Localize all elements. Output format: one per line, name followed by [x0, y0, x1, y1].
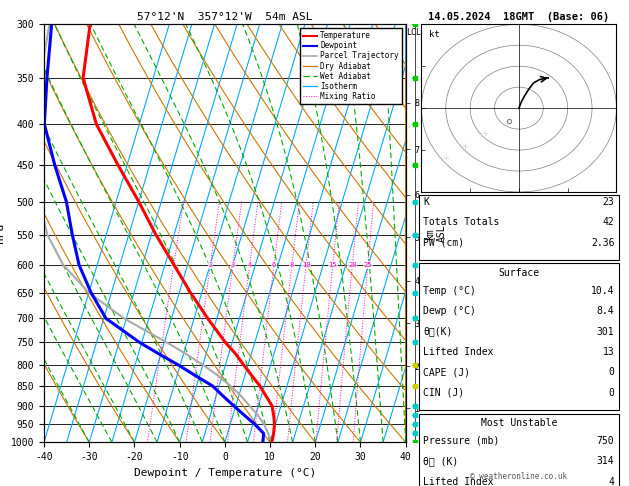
Legend: Temperature, Dewpoint, Parcel Trajectory, Dry Adiabat, Wet Adiabat, Isotherm, Mi: Temperature, Dewpoint, Parcel Trajectory…	[300, 28, 402, 104]
Text: 15: 15	[328, 262, 337, 268]
Text: 1: 1	[172, 262, 176, 268]
Text: © weatheronline.co.uk: © weatheronline.co.uk	[470, 472, 567, 481]
Text: Surface: Surface	[498, 268, 540, 278]
Text: Dewp (°C): Dewp (°C)	[423, 306, 476, 316]
Text: 20: 20	[348, 262, 357, 268]
Text: Lifted Index: Lifted Index	[423, 477, 494, 486]
Bar	[420, 263, 618, 410]
Bar	[420, 414, 618, 486]
Text: 25: 25	[364, 262, 372, 268]
Text: 6: 6	[272, 262, 276, 268]
Text: 2: 2	[208, 262, 213, 268]
Text: 10.4: 10.4	[591, 286, 615, 296]
Text: Totals Totals: Totals Totals	[423, 217, 500, 227]
Text: K: K	[423, 197, 430, 207]
Text: LCL: LCL	[406, 28, 421, 37]
Title: 57°12'N  357°12'W  54m ASL: 57°12'N 357°12'W 54m ASL	[137, 12, 313, 22]
Bar	[420, 195, 618, 260]
Y-axis label: hPa: hPa	[0, 223, 5, 243]
Text: 8.4: 8.4	[597, 306, 615, 316]
Text: θᴄ (K): θᴄ (K)	[423, 456, 459, 467]
Text: 4: 4	[608, 477, 615, 486]
Text: Most Unstable: Most Unstable	[481, 418, 557, 428]
Text: Lifted Index: Lifted Index	[423, 347, 494, 357]
Text: Temp (°C): Temp (°C)	[423, 286, 476, 296]
Text: θᴄ(K): θᴄ(K)	[423, 327, 453, 337]
Text: 8: 8	[290, 262, 294, 268]
Text: 3: 3	[231, 262, 235, 268]
Text: CAPE (J): CAPE (J)	[423, 367, 470, 378]
Text: 301: 301	[597, 327, 615, 337]
Y-axis label: km
ASL: km ASL	[425, 225, 447, 242]
Text: 314: 314	[597, 456, 615, 467]
Text: 42: 42	[603, 217, 615, 227]
Text: 0: 0	[608, 367, 615, 378]
Text: 23: 23	[603, 197, 615, 207]
Text: 2.36: 2.36	[591, 238, 615, 248]
Text: 750: 750	[597, 436, 615, 446]
Text: kt: kt	[429, 30, 440, 39]
Text: 4: 4	[248, 262, 252, 268]
X-axis label: Dewpoint / Temperature (°C): Dewpoint / Temperature (°C)	[134, 468, 316, 478]
Text: Pressure (mb): Pressure (mb)	[423, 436, 500, 446]
Text: 10: 10	[302, 262, 310, 268]
Text: PW (cm): PW (cm)	[423, 238, 465, 248]
Text: 0: 0	[608, 388, 615, 398]
Text: CIN (J): CIN (J)	[423, 388, 465, 398]
Text: 14.05.2024  18GMT  (Base: 06): 14.05.2024 18GMT (Base: 06)	[428, 12, 610, 22]
Text: 13: 13	[603, 347, 615, 357]
